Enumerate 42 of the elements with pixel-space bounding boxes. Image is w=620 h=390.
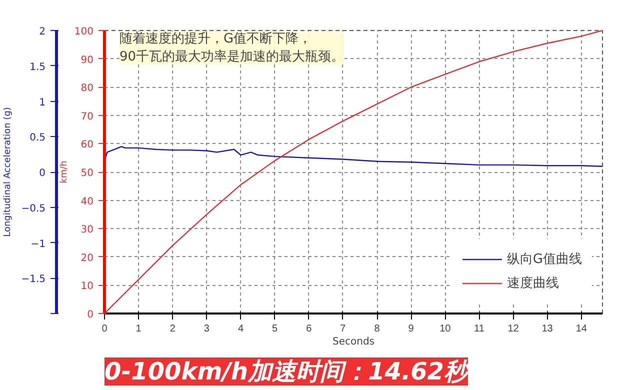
x-tick-label: 2 [170, 324, 176, 334]
y2-tick-label: 80 [80, 83, 94, 94]
y-tick-label: 1 [39, 97, 46, 108]
x-tick-label: 10 [440, 324, 452, 334]
x-axis-title: Seconds [332, 336, 375, 348]
y-tick-label: 0 [39, 168, 46, 179]
y2-tick-label: 100 [74, 26, 94, 38]
x-tick-label: 13 [542, 324, 554, 334]
y2-tick-label: 0 [87, 310, 94, 320]
y-tick-label: 2 [39, 26, 46, 38]
x-tick-label: 4 [238, 324, 244, 334]
x-tick-label: 7 [340, 324, 346, 334]
y2-tick-label: 30 [80, 224, 94, 236]
y-tick-label: −0.5 [21, 203, 46, 214]
x-tick-label: 6 [306, 324, 312, 334]
x-tick-label: 5 [272, 324, 278, 334]
x-tick-label: 1 [136, 324, 142, 334]
x-tick-label: 3 [204, 324, 210, 334]
y2-tick-label: 60 [80, 140, 94, 151]
x-tick-label: 9 [408, 324, 414, 334]
legend-label: 纵向G值曲线 [506, 251, 582, 268]
annotation: 随着速度的提升，G值不断下降， 90千瓦的最大功率是加速的最大瓶颈。 [120, 30, 344, 64]
y-tick-label: −1 [30, 238, 46, 250]
y-axis-title: Longitudinal Acceleration (g) [3, 107, 14, 237]
y2-tick-label: 40 [80, 196, 94, 208]
x-tick-label: 14 [576, 324, 588, 334]
text: 0-100km/h加速时间：14.62秒 [104, 358, 471, 386]
x-tick-label: 11 [474, 324, 485, 334]
y-tick-label: 1.5 [30, 62, 46, 73]
y-tick-label: −1.5 [21, 274, 46, 286]
x-tick-label: 8 [374, 324, 380, 334]
y2-tick-label: 10 [80, 281, 94, 292]
x-tick-label: 12 [508, 324, 520, 334]
line-series [104, 146, 602, 167]
legend-label: 速度曲线 [506, 275, 559, 292]
y2-tick-label: 90 [80, 54, 94, 66]
x-tick-label: 0 [102, 324, 108, 334]
y2-tick-label: 50 [80, 168, 94, 179]
y2-tick-label: 20 [80, 252, 94, 264]
y2-tick-label: 70 [80, 111, 94, 122]
y-tick-label: 0.5 [30, 132, 46, 144]
y2-axis-title: km/h [59, 160, 70, 184]
